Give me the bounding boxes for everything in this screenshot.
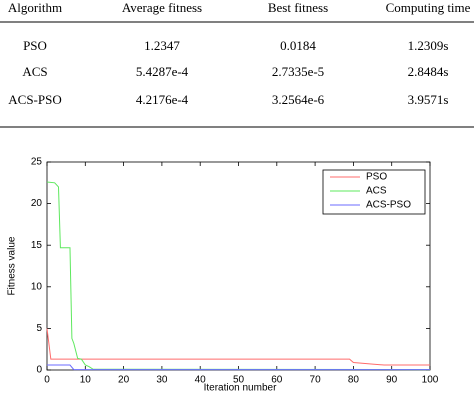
table-cell: 4.2176e-4 xyxy=(136,92,189,107)
table-header: Best fitness xyxy=(268,0,328,15)
table-cell: 2.7335e-5 xyxy=(272,64,324,79)
legend-label: ACS xyxy=(366,186,387,197)
legend-label: PSO xyxy=(366,172,387,183)
x-tick-label: 90 xyxy=(386,375,398,386)
table-cell: 5.4287e-4 xyxy=(136,64,189,79)
table-cell: 2.8484s xyxy=(408,64,449,79)
y-tick-label: 20 xyxy=(31,198,43,209)
table-cell: 1.2309s xyxy=(408,38,449,53)
x-tick-label: 60 xyxy=(271,375,283,386)
x-tick-label: 20 xyxy=(118,375,130,386)
table-cell: 3.2564e-6 xyxy=(272,92,325,107)
table-cell: 0.0184 xyxy=(280,38,316,53)
series-line xyxy=(46,328,430,366)
y-tick-label: 10 xyxy=(31,281,43,292)
table-cell: PSO xyxy=(23,38,47,53)
x-tick-label: 30 xyxy=(156,375,168,386)
table-header: Average fitness xyxy=(122,0,202,15)
x-tick-label: 50 xyxy=(233,375,245,386)
y-axis-label: Fitness value xyxy=(7,236,18,295)
table-header: Algorithm xyxy=(8,0,62,15)
legend-label: ACS-PSO xyxy=(366,200,411,211)
x-tick-label: 10 xyxy=(80,375,92,386)
y-tick-label: 25 xyxy=(31,157,43,168)
table-cell: 3.9571s xyxy=(408,92,449,107)
series-line xyxy=(46,181,431,371)
x-axis-label: Iteration number xyxy=(204,383,277,394)
table-cell: 1.2347 xyxy=(144,38,180,53)
y-tick-label: 5 xyxy=(36,323,42,334)
x-tick-label: 80 xyxy=(348,375,360,386)
x-tick-label: 100 xyxy=(422,375,439,386)
x-tick-label: 70 xyxy=(310,375,322,386)
table-cell: ACS-PSO xyxy=(8,92,61,107)
table-header: Computing time xyxy=(386,0,471,15)
x-tick-label: 40 xyxy=(195,375,207,386)
y-tick-label: 0 xyxy=(36,365,42,376)
x-tick-label: 0 xyxy=(44,375,50,386)
series-line xyxy=(47,364,430,371)
y-tick-label: 15 xyxy=(31,240,43,251)
table-cell: ACS xyxy=(22,64,47,79)
